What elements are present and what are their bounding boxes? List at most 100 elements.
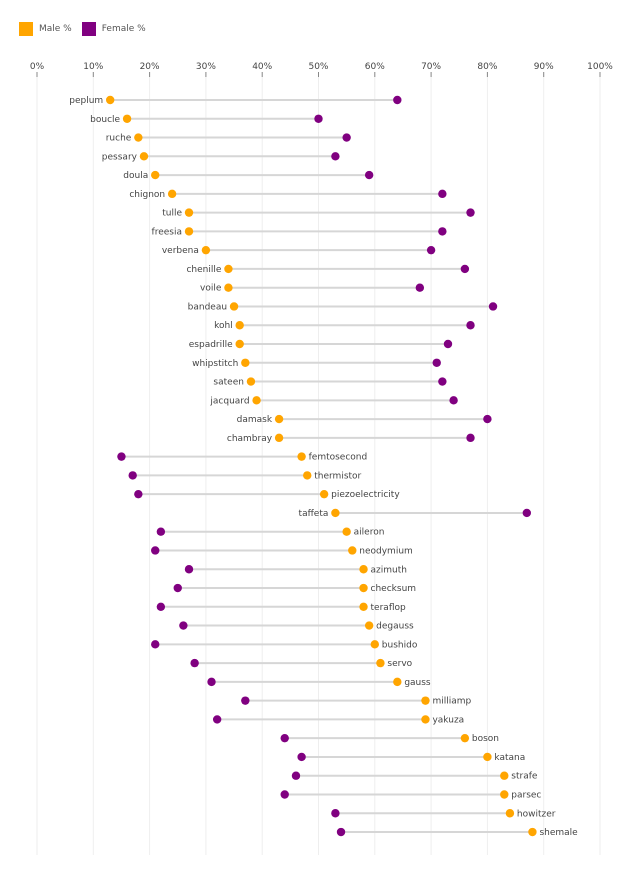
row-label: degauss <box>376 622 414 632</box>
female-point <box>432 358 441 367</box>
female-point <box>280 790 289 799</box>
row-label: whipstitch <box>192 359 238 369</box>
row-label: taffeta <box>299 509 329 519</box>
row-label: ruche <box>106 134 132 144</box>
male-point <box>370 640 379 649</box>
x-tick-label: 40% <box>252 62 272 72</box>
row-label: milliamp <box>432 697 471 707</box>
row-label: checksum <box>371 584 417 594</box>
row-label: neodymium <box>359 546 413 556</box>
male-point <box>224 283 233 292</box>
row-label: verbena <box>162 246 199 256</box>
male-point <box>184 208 194 217</box>
male-point <box>134 133 143 142</box>
female-point <box>134 489 143 499</box>
male-point <box>342 527 351 536</box>
male-swatch <box>19 22 33 36</box>
x-tick-label: 50% <box>308 62 328 72</box>
row-label: espadrille <box>189 340 233 350</box>
female-point <box>466 321 475 330</box>
male-point <box>274 414 284 424</box>
legend-label: Male % <box>39 24 72 34</box>
male-point <box>303 471 312 480</box>
row-label: doula <box>123 171 148 181</box>
male-point <box>229 302 239 311</box>
female-point <box>483 414 492 424</box>
row-label: gauss <box>404 678 431 688</box>
row-label: bushido <box>382 640 418 650</box>
row-label: aileron <box>354 528 385 538</box>
row-label: howitzer <box>517 809 556 819</box>
female-point <box>449 396 458 405</box>
row-label: chignon <box>129 190 165 200</box>
legend: Male % Female % <box>19 22 156 36</box>
legend-label: Female % <box>101 24 146 34</box>
male-point <box>364 621 374 630</box>
male-point <box>359 565 368 574</box>
male-point <box>246 377 256 386</box>
female-point <box>364 170 374 180</box>
x-tick-label: 20% <box>140 62 160 72</box>
female-point <box>156 527 166 536</box>
male-point <box>460 733 470 743</box>
male-point <box>359 583 368 593</box>
row-label: servo <box>387 659 412 669</box>
female-point <box>438 377 447 386</box>
male-point <box>421 715 430 724</box>
male-point <box>224 264 233 274</box>
row-label: parsec <box>511 790 541 800</box>
row-label: damask <box>237 415 273 425</box>
male-point <box>241 358 250 367</box>
row-label: femtosecond <box>309 453 368 463</box>
male-point <box>500 790 509 799</box>
male-point <box>235 339 244 349</box>
row-label: boson <box>472 734 499 744</box>
x-tick-label: 10% <box>83 62 103 72</box>
row-label: pessary <box>102 152 138 162</box>
male-point <box>359 602 368 611</box>
male-point <box>500 771 509 780</box>
female-point <box>291 771 301 780</box>
female-point <box>128 471 137 480</box>
row-label: katana <box>494 753 525 763</box>
x-tick-label: 0% <box>30 62 45 72</box>
row-label: chenille <box>186 265 221 275</box>
x-tick-label: 70% <box>421 62 441 72</box>
row-label: freesia <box>152 227 182 237</box>
female-point <box>156 602 166 611</box>
female-point <box>297 752 306 762</box>
male-point <box>252 396 261 405</box>
male-point <box>505 809 515 818</box>
row-label: kohl <box>214 321 233 331</box>
male-point <box>274 433 284 443</box>
row-label: tulle <box>162 209 182 219</box>
row-label: thermistor <box>314 471 361 481</box>
female-point <box>438 189 447 199</box>
female-point <box>460 264 470 274</box>
row-label: sateen <box>213 378 244 388</box>
male-point <box>331 508 340 518</box>
row-label: strafe <box>511 772 538 782</box>
x-tick-label: 90% <box>534 62 554 72</box>
row-label: azimuth <box>371 565 407 575</box>
female-point <box>207 677 216 687</box>
legend-item-female[interactable]: Female % <box>81 22 146 36</box>
female-point <box>151 546 160 555</box>
male-point <box>201 245 211 255</box>
male-point <box>122 114 132 123</box>
male-point <box>297 452 306 461</box>
male-point <box>483 752 492 762</box>
x-tick-label: 100% <box>587 62 613 72</box>
female-point <box>314 114 323 123</box>
male-point <box>421 696 430 705</box>
male-point <box>105 95 115 105</box>
row-label: bandeau <box>188 302 227 312</box>
female-point <box>331 809 340 818</box>
legend-item-male[interactable]: Male % <box>19 22 72 36</box>
male-point <box>139 152 149 161</box>
female-point <box>488 302 498 311</box>
female-swatch <box>81 22 96 36</box>
female-point <box>151 640 160 649</box>
male-point <box>167 189 177 199</box>
